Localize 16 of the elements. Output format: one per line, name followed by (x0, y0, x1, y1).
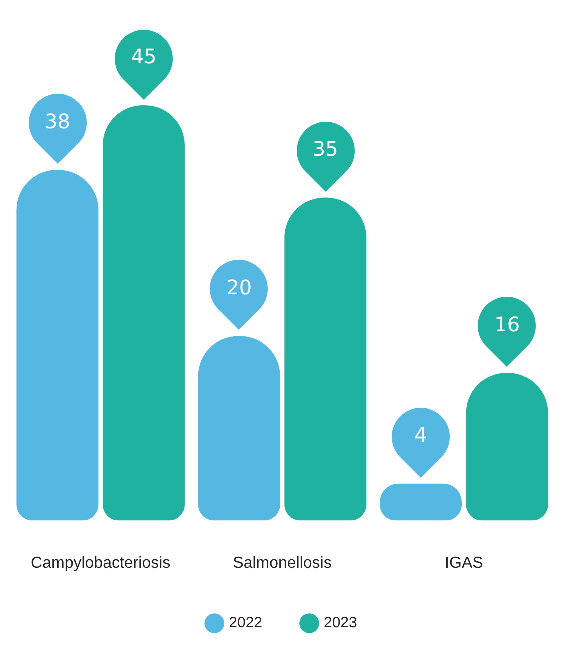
data-label: 20 (226, 275, 252, 300)
data-label: 4 (414, 423, 428, 448)
bar (102, 106, 185, 521)
data-label: 35 (312, 137, 338, 162)
x-tick-label: Campylobacteriosis (31, 554, 171, 572)
bar (284, 198, 367, 521)
legend-label: 2023 (324, 614, 358, 632)
x-tick-label: IGAS (445, 554, 484, 572)
data-label: 16 (494, 312, 520, 336)
data-label: 45 (131, 44, 157, 69)
bar (16, 170, 99, 521)
legend-label: 2022 (229, 614, 263, 632)
x-tick-label: Salmonellosis (233, 554, 332, 572)
bar (466, 373, 548, 521)
bar (198, 336, 280, 521)
data-label: 38 (44, 109, 70, 134)
